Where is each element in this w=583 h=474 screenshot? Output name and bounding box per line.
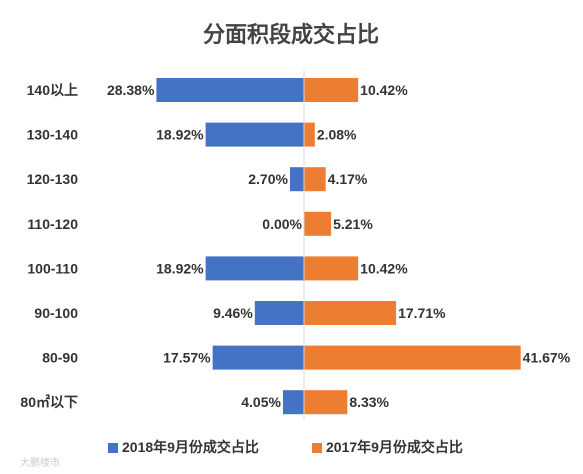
data-label: 8.33% xyxy=(349,394,389,410)
data-label: 2.08% xyxy=(317,127,357,143)
data-label: 10.42% xyxy=(360,260,408,276)
data-label: 18.92% xyxy=(156,260,204,276)
data-label: 17.57% xyxy=(163,350,211,366)
category-label: 120-130 xyxy=(27,171,79,187)
bar-right xyxy=(304,211,332,236)
data-label: 18.92% xyxy=(156,127,204,143)
category-label: 130-140 xyxy=(27,127,79,143)
bar-right xyxy=(304,256,359,281)
data-label: 5.21% xyxy=(333,216,373,232)
bar-right xyxy=(304,345,521,370)
data-label: 41.67% xyxy=(523,350,571,366)
legend: 2018年9月份成交占比 2017年9月份成交占比 xyxy=(108,439,463,455)
data-label: 17.71% xyxy=(398,305,446,321)
category-label: 90-100 xyxy=(34,305,78,321)
legend-swatch xyxy=(108,443,118,453)
bar-left xyxy=(289,167,304,192)
data-label: 2.70% xyxy=(248,171,288,187)
data-label: 0.00% xyxy=(262,216,302,232)
legend-entry: 2018年9月份成交占比 xyxy=(122,439,259,455)
labels-layer: 140以上 130-140 120-130 110-120 100-110 90-100 8… xyxy=(20,82,570,410)
chart-title: 分面积段成交占比 xyxy=(203,22,379,47)
legend-entry: 2017年9月份成交占比 xyxy=(326,439,463,455)
data-label: 4.17% xyxy=(328,171,368,187)
category-label: 140以上 xyxy=(27,82,78,98)
bar-left xyxy=(156,78,304,102)
legend-swatch xyxy=(312,443,322,453)
bar-right xyxy=(304,390,348,415)
data-label: 4.05% xyxy=(241,394,281,410)
data-label: 10.42% xyxy=(360,82,408,98)
data-label: 9.46% xyxy=(213,305,253,321)
bar-right xyxy=(304,167,326,192)
bar-left xyxy=(205,256,304,281)
bar-left xyxy=(282,390,304,415)
category-label: 80㎡以下 xyxy=(20,394,78,410)
bars-layer xyxy=(156,78,521,415)
data-label: 28.38% xyxy=(107,82,155,98)
category-label: 110-120 xyxy=(27,216,78,232)
bar-left xyxy=(212,345,304,370)
bar-right xyxy=(304,78,359,102)
bar-left xyxy=(254,301,304,325)
category-label: 100-110 xyxy=(27,260,78,276)
bar-left xyxy=(205,122,304,147)
bar-right xyxy=(304,122,315,147)
category-label: 80-90 xyxy=(42,350,78,366)
bar-right xyxy=(304,301,397,325)
watermark: 大鹏楼市 xyxy=(20,456,60,469)
